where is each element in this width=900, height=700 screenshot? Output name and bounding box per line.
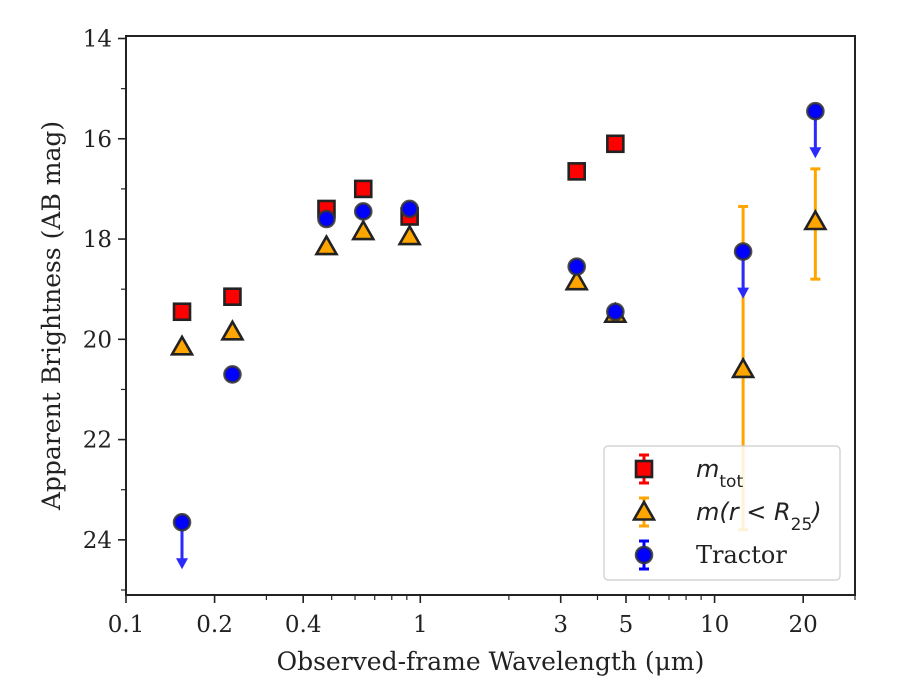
legend-marker-triangle — [631, 499, 657, 521]
plot-frame — [125, 35, 856, 596]
x-tick-label: 1 — [413, 612, 428, 638]
y-tick-label: 24 — [83, 528, 112, 554]
data-point-square — [172, 302, 192, 322]
y-axis-label: Apparent Brightness (AB mag) — [37, 121, 66, 511]
data-point-circle — [733, 242, 753, 261]
data-point-square — [223, 287, 242, 306]
upper-limit-arrowhead — [737, 287, 750, 299]
data-point-triangle — [169, 334, 195, 356]
x-tick-label: 0.4 — [285, 612, 322, 638]
legend-label-main: m — [696, 455, 719, 483]
x-tick-label: 0.1 — [108, 612, 145, 638]
data-point-circle — [806, 101, 825, 121]
legend-marker-circle — [634, 545, 654, 565]
upper-limit-arrowhead — [809, 147, 822, 159]
legend-label: Tractor — [696, 541, 787, 569]
legend: mtot m(r < R25) Tractor — [603, 445, 841, 581]
x-tick-label: 5 — [619, 612, 634, 638]
data-point-circle — [606, 302, 625, 322]
data-point-triangle — [220, 319, 245, 341]
data-point-triangle — [314, 233, 339, 256]
legend-label-sub: 25 — [791, 515, 813, 535]
x-tick-label: 3 — [553, 612, 568, 638]
legend-marker-square — [634, 459, 654, 479]
x-tick-label: 0.2 — [196, 612, 233, 638]
axes: 0.1 0.2 0.4 1 3 5 10 20 14 16 18 20 22 24 — [83, 27, 856, 638]
data-point-triangle — [730, 356, 756, 379]
legend-label: m(r < R25) — [696, 498, 822, 535]
x-tick-label: 20 — [789, 612, 818, 638]
legend-box — [603, 445, 841, 581]
data-point-circle — [400, 199, 419, 219]
data-point-circle — [317, 209, 336, 229]
x-tick-label: 10 — [700, 612, 729, 638]
upper-limit-arrowhead — [176, 558, 189, 570]
data-point-circle — [172, 513, 192, 532]
x-axis-label: Observed-frame Wavelength (μm) — [277, 647, 705, 676]
y-tick-label: 22 — [83, 428, 112, 454]
data-point-triangle — [803, 208, 828, 231]
y-tick-label: 16 — [83, 127, 112, 153]
data-point-triangle — [397, 223, 422, 246]
data-point-square — [606, 134, 625, 154]
y-tick-label: 14 — [83, 27, 112, 53]
data-point-circle — [353, 202, 373, 221]
data-point-square — [353, 179, 373, 199]
data-points — [169, 101, 828, 532]
data-point-circle — [223, 365, 242, 384]
data-point-triangle — [351, 218, 376, 241]
legend-label-main: m(r < R — [696, 498, 791, 526]
y-tick-label: 20 — [83, 327, 112, 353]
legend-label: mtot — [696, 455, 743, 492]
y-tick-label: 18 — [83, 227, 112, 253]
legend-label-close: ) — [810, 498, 821, 526]
data-point-triangle — [564, 269, 589, 291]
legend-label-sub: tot — [719, 472, 743, 492]
data-point-square — [567, 162, 587, 181]
data-point-circle — [567, 257, 587, 276]
